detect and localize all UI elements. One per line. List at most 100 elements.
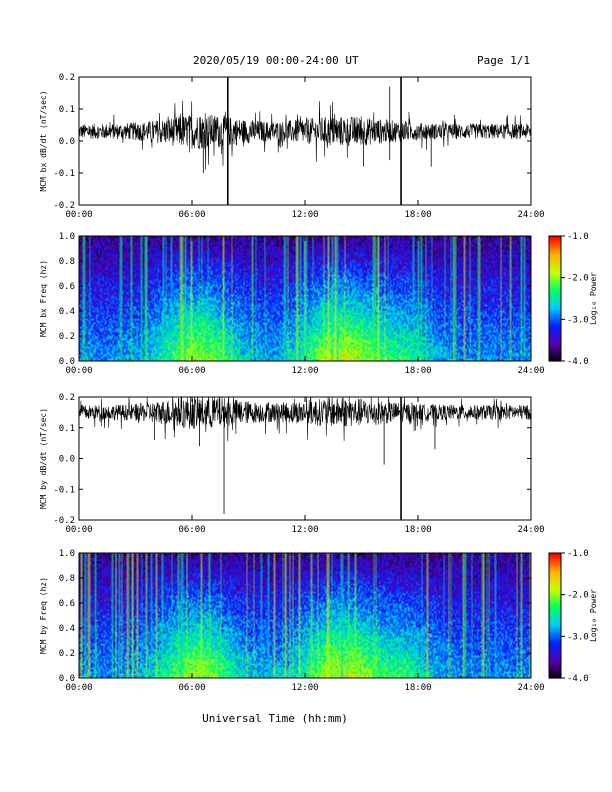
colorbar-segment [549, 250, 561, 254]
colorbar-segment [549, 342, 561, 345]
x-tick-label: 12:00 [291, 683, 318, 693]
colorbar-segment [549, 331, 561, 335]
colorbar-segment [549, 586, 561, 590]
colorbar-segment [549, 559, 561, 562]
colorbar-segment [549, 321, 561, 325]
x-tick-label: 24:00 [517, 210, 544, 220]
y-tick-label: 0.2 [59, 73, 75, 83]
colorbar-segment [549, 265, 561, 268]
colorbar-segment [549, 275, 561, 279]
colorbar-segment [549, 592, 561, 596]
y-tick-label: 1.0 [59, 232, 75, 242]
colorbar-tick-label: -3.0 [567, 315, 589, 325]
colorbar-segment [549, 571, 561, 575]
y-tick-label: 0.0 [59, 455, 75, 465]
x-tick-label: 12:00 [291, 210, 318, 220]
colorbar-segment [549, 573, 561, 577]
colorbar-segment [549, 644, 561, 648]
colorbar-segment [549, 675, 561, 679]
colorbar-segment [549, 632, 561, 635]
colorbar-segment [549, 646, 561, 650]
x-tick-label: 12:00 [291, 366, 318, 376]
colorbar-segment [549, 288, 561, 291]
colorbar-segment [549, 246, 561, 250]
panel-bx-timeseries-axes [78, 76, 532, 206]
panel-by-spectrogram-axes [78, 552, 532, 679]
x-tick-label: 06:00 [178, 683, 205, 693]
colorbar-segment [549, 640, 561, 644]
colorbar-segment [549, 256, 561, 260]
colorbar-segment [549, 302, 561, 306]
colorbar-segment [549, 300, 561, 304]
x-tick-label: 18:00 [404, 683, 431, 693]
x-tick-label: 24:00 [517, 366, 544, 376]
colorbar-segment [549, 642, 561, 646]
colorbar-segment [549, 352, 561, 356]
colorbar-segment [549, 283, 561, 287]
colorbar [548, 235, 565, 362]
colorbar-segment [549, 557, 561, 560]
colorbar-segment [549, 661, 561, 665]
x-tick-label: 24:00 [517, 525, 544, 535]
colorbar-segment [549, 594, 561, 598]
colorbar-label: Log₁₀ Power [589, 272, 598, 325]
colorbar-segment [549, 254, 561, 258]
colorbar-segment [549, 575, 561, 579]
colorbar-frame [548, 552, 562, 679]
y-tick-label: 0.0 [59, 137, 75, 147]
panel-bx-spectrogram-axes [78, 235, 532, 362]
x-tick-label: 06:00 [178, 525, 205, 535]
colorbar-segment [549, 323, 561, 327]
x-tick-label: 00:00 [65, 366, 92, 376]
colorbar-segment [549, 296, 561, 300]
x-tick-label: 00:00 [65, 525, 92, 535]
colorbar-segment [549, 252, 561, 256]
colorbar-segment [549, 308, 561, 312]
colorbar-segment [549, 653, 561, 656]
colorbar-segment [549, 344, 561, 348]
colorbar-segment [549, 319, 561, 323]
colorbar-segment [549, 598, 561, 602]
colorbar-segment [549, 611, 561, 615]
colorbar-tick-label: -2.0 [567, 274, 589, 284]
x-tick-label: 24:00 [517, 683, 544, 693]
colorbar-segment [549, 258, 561, 262]
colorbar-segment [549, 655, 561, 658]
y-axis-label: MCM by Freq (hz) [39, 577, 48, 654]
colorbar-segment [549, 336, 561, 339]
colorbar-label: Log₁₀ Power [589, 589, 598, 642]
colorbar-segment [549, 657, 561, 660]
y-tick-label: -0.2 [53, 201, 75, 211]
page-indicator: Page 1/1 [477, 54, 530, 67]
panel-by-timeseries-axes [78, 396, 532, 521]
colorbar-segment [549, 298, 561, 302]
plot-frame [78, 76, 532, 206]
y-tick-label: -0.1 [53, 169, 75, 179]
colorbar-segment [549, 669, 561, 673]
x-tick-label: 18:00 [404, 210, 431, 220]
x-tick-label: 12:00 [291, 525, 318, 535]
colorbar-segment [549, 634, 561, 637]
colorbar-segment [549, 605, 561, 608]
colorbar-tick-label: -1.0 [567, 549, 589, 559]
x-tick-label: 18:00 [404, 366, 431, 376]
y-tick-label: 0.6 [59, 599, 75, 609]
colorbar-segment [549, 607, 561, 610]
x-tick-label: 00:00 [65, 210, 92, 220]
colorbar-segment [549, 240, 561, 243]
colorbar-segment [549, 325, 561, 329]
colorbar-segment [549, 286, 561, 289]
colorbar-segment [549, 356, 561, 360]
colorbar [548, 552, 565, 679]
colorbar-segment [549, 667, 561, 671]
colorbar-segment [549, 615, 561, 619]
series-line-by-timeseries [78, 396, 532, 442]
colorbar-segment [549, 269, 561, 273]
x-tick-label: 00:00 [65, 683, 92, 693]
colorbar-segment [549, 613, 561, 617]
colorbar-segment [549, 590, 561, 594]
y-tick-label: 0.4 [59, 307, 75, 317]
colorbar-segment [549, 329, 561, 333]
colorbar-segment [549, 600, 561, 604]
y-axis-label: MCM bx dB/dt (nT/sec) [39, 90, 48, 191]
